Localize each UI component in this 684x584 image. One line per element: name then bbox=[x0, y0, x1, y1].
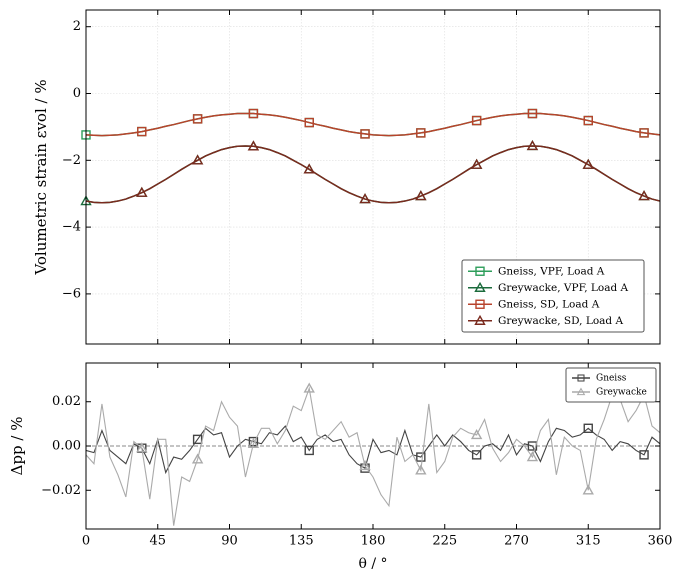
marker bbox=[527, 441, 538, 451]
x-tick-label: 45 bbox=[149, 534, 166, 549]
marker bbox=[192, 114, 203, 124]
y-tick-label: −4 bbox=[62, 220, 81, 235]
legend-marker bbox=[475, 299, 485, 309]
x-tick-label: 225 bbox=[432, 534, 457, 549]
marker bbox=[304, 117, 314, 128]
marker bbox=[638, 190, 650, 201]
x-axis-label: θ / ° bbox=[358, 556, 387, 572]
legend-label: Gneiss, VPF, Load A bbox=[498, 265, 605, 277]
legend-label: Gneiss bbox=[596, 374, 627, 384]
legend: Gneiss Greywacke bbox=[565, 367, 657, 403]
marker bbox=[247, 140, 260, 151]
marker bbox=[583, 423, 593, 433]
marker bbox=[359, 193, 371, 204]
marker bbox=[471, 115, 482, 126]
marker bbox=[470, 429, 483, 440]
y-tick-label: 2 bbox=[73, 19, 81, 34]
x-tick-label: 90 bbox=[221, 534, 238, 549]
marker bbox=[303, 382, 315, 393]
y-axis-label: Volumetric strain εvol / % bbox=[32, 79, 50, 275]
series-line bbox=[85, 425, 661, 475]
y-tick-label: −0.02 bbox=[41, 483, 81, 498]
y-tick-label: −2 bbox=[62, 153, 81, 168]
x-tick-label: 0 bbox=[82, 534, 90, 549]
marker bbox=[359, 459, 371, 471]
legend-marker bbox=[577, 374, 585, 382]
marker bbox=[415, 464, 427, 475]
marker bbox=[191, 154, 204, 165]
marker bbox=[247, 437, 260, 448]
legend-marker bbox=[475, 266, 485, 276]
x-tick-label: 360 bbox=[648, 534, 673, 549]
marker bbox=[470, 158, 483, 169]
y-axis-label: Δpp / % bbox=[8, 417, 26, 476]
x-tick-label: 135 bbox=[289, 534, 314, 549]
marker bbox=[526, 451, 539, 462]
marker bbox=[360, 129, 370, 139]
marker bbox=[415, 190, 427, 201]
y-tick-label: −6 bbox=[62, 286, 81, 301]
x-tick-label: 270 bbox=[504, 534, 529, 549]
series-line bbox=[85, 145, 661, 204]
marker bbox=[582, 158, 594, 169]
marker bbox=[304, 445, 314, 456]
legend-label: Greywacke bbox=[596, 388, 647, 398]
series-line bbox=[85, 386, 661, 526]
y-tick-label: 0.00 bbox=[52, 439, 81, 454]
marker bbox=[416, 128, 426, 138]
marker bbox=[416, 452, 426, 462]
marker bbox=[136, 442, 148, 453]
marker bbox=[582, 484, 594, 495]
marker bbox=[191, 453, 204, 464]
marker bbox=[248, 108, 259, 119]
y-tick-label: 0 bbox=[73, 86, 81, 101]
marker bbox=[639, 128, 649, 138]
marker bbox=[583, 115, 593, 126]
legend-label: Greywacke, VPF, Load A bbox=[498, 282, 629, 294]
y-tick-label: 0.02 bbox=[52, 394, 81, 409]
legend-marker bbox=[576, 387, 586, 396]
series-line bbox=[85, 112, 661, 137]
marker bbox=[303, 163, 315, 174]
legend-box bbox=[565, 367, 657, 403]
marker bbox=[639, 450, 649, 460]
legend-label: Gneiss, SD, Load A bbox=[498, 298, 600, 310]
legend-marker bbox=[474, 314, 486, 325]
marker bbox=[527, 108, 538, 119]
x-tick-label: 180 bbox=[361, 534, 386, 549]
marker bbox=[137, 126, 147, 137]
x-tick-label: 315 bbox=[576, 534, 601, 549]
legend-box bbox=[461, 259, 645, 333]
legend-marker bbox=[474, 281, 486, 292]
legend: Gneiss, VPF, Load A Greywacke, VPF, Load … bbox=[461, 259, 645, 333]
marker bbox=[192, 434, 203, 445]
marker bbox=[526, 140, 539, 151]
legend-label: Greywacke, SD, Load A bbox=[498, 315, 623, 327]
marker bbox=[136, 186, 148, 197]
marker bbox=[471, 450, 482, 460]
